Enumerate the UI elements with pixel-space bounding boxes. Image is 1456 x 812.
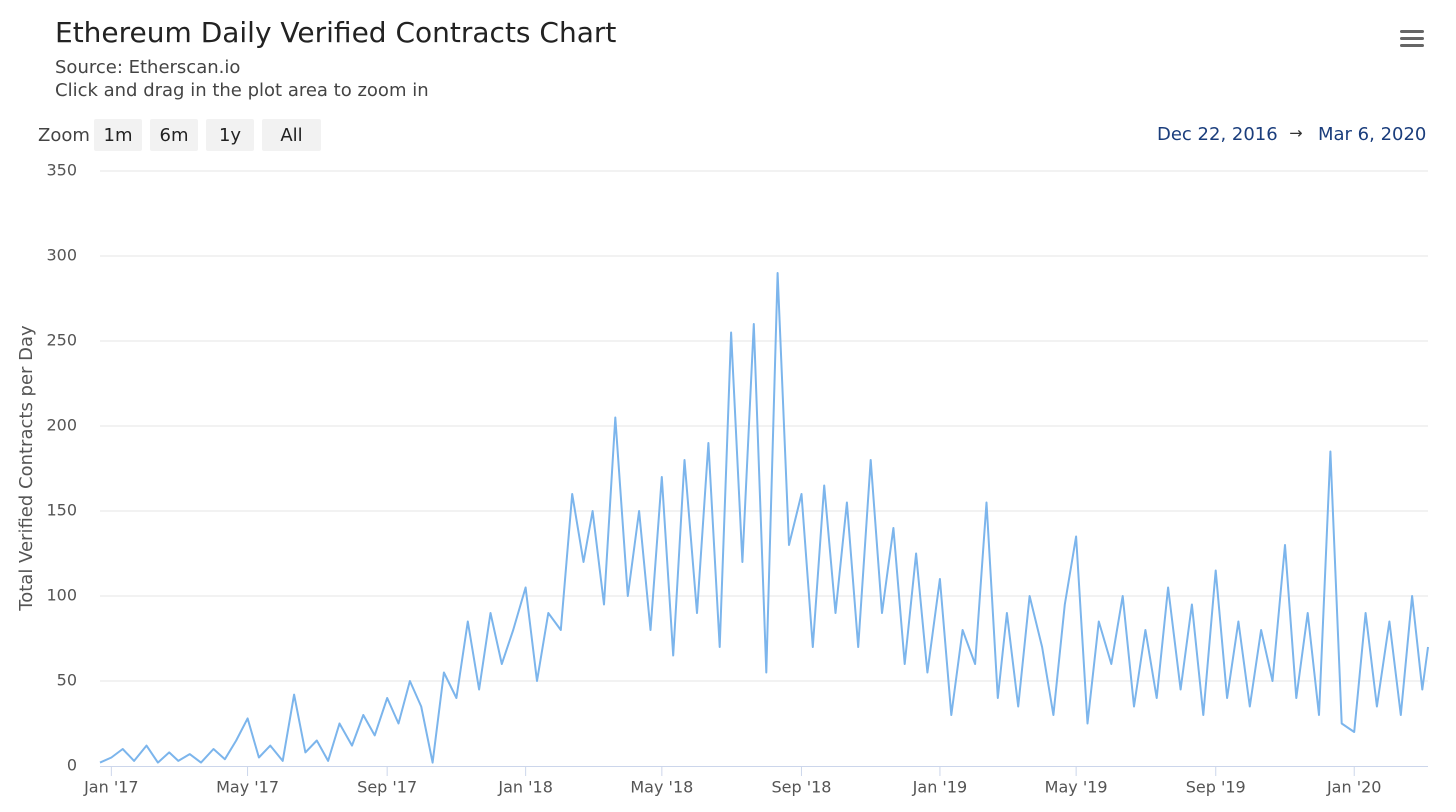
y-tick-label: 300 [46, 246, 77, 265]
zoom-button-label[interactable]: 1y [219, 125, 241, 146]
y-tick-label: 250 [46, 331, 77, 350]
y-axis-title: Total Verified Contracts per Day [16, 325, 37, 612]
zoom-button-label[interactable]: All [280, 125, 302, 146]
range-arrow: → [1289, 124, 1302, 143]
zoom-button[interactable] [150, 119, 198, 151]
y-tick-label: 0 [67, 756, 77, 775]
subtitle: Source: Etherscan.io [55, 57, 240, 78]
y-tick-label: 350 [46, 161, 77, 180]
menu-bar [1400, 30, 1424, 33]
zoom-button[interactable] [94, 119, 142, 151]
y-tick-label: 50 [57, 671, 77, 690]
chart-title: Ethereum Daily Verified Contracts Chart [55, 16, 616, 49]
zoom-button[interactable] [262, 119, 321, 151]
range-to[interactable]: Mar 6, 2020 [1318, 124, 1426, 145]
menu-button[interactable] [1400, 30, 1424, 47]
zoom-button-label[interactable]: 1m [104, 125, 133, 146]
x-tick-label: Jan '20 [1326, 778, 1382, 797]
zoom-button-label[interactable]: 6m [160, 125, 189, 146]
y-tick-label: 150 [46, 501, 77, 520]
x-tick-label: Jan '19 [912, 778, 968, 797]
y-tick-label: 200 [46, 416, 77, 435]
data-line [99, 272, 1429, 764]
subtitle: Click and drag in the plot area to zoom … [55, 80, 429, 101]
x-tick-label: May '17 [216, 778, 279, 797]
zoom-button[interactable] [206, 119, 254, 151]
x-tick-label: Sep '19 [1186, 778, 1246, 797]
zoom-label: Zoom [38, 125, 90, 146]
x-tick-label: Jan '17 [83, 778, 139, 797]
x-tick-label: May '19 [1045, 778, 1108, 797]
x-tick-label: Sep '18 [771, 778, 831, 797]
x-tick-label: Sep '17 [357, 778, 417, 797]
range-from[interactable]: Dec 22, 2016 [1157, 124, 1278, 145]
x-tick-label: May '18 [630, 778, 693, 797]
menu-bar [1400, 37, 1424, 40]
menu-bar [1400, 44, 1424, 47]
x-tick-label: Jan '18 [497, 778, 553, 797]
y-tick-label: 100 [46, 586, 77, 605]
